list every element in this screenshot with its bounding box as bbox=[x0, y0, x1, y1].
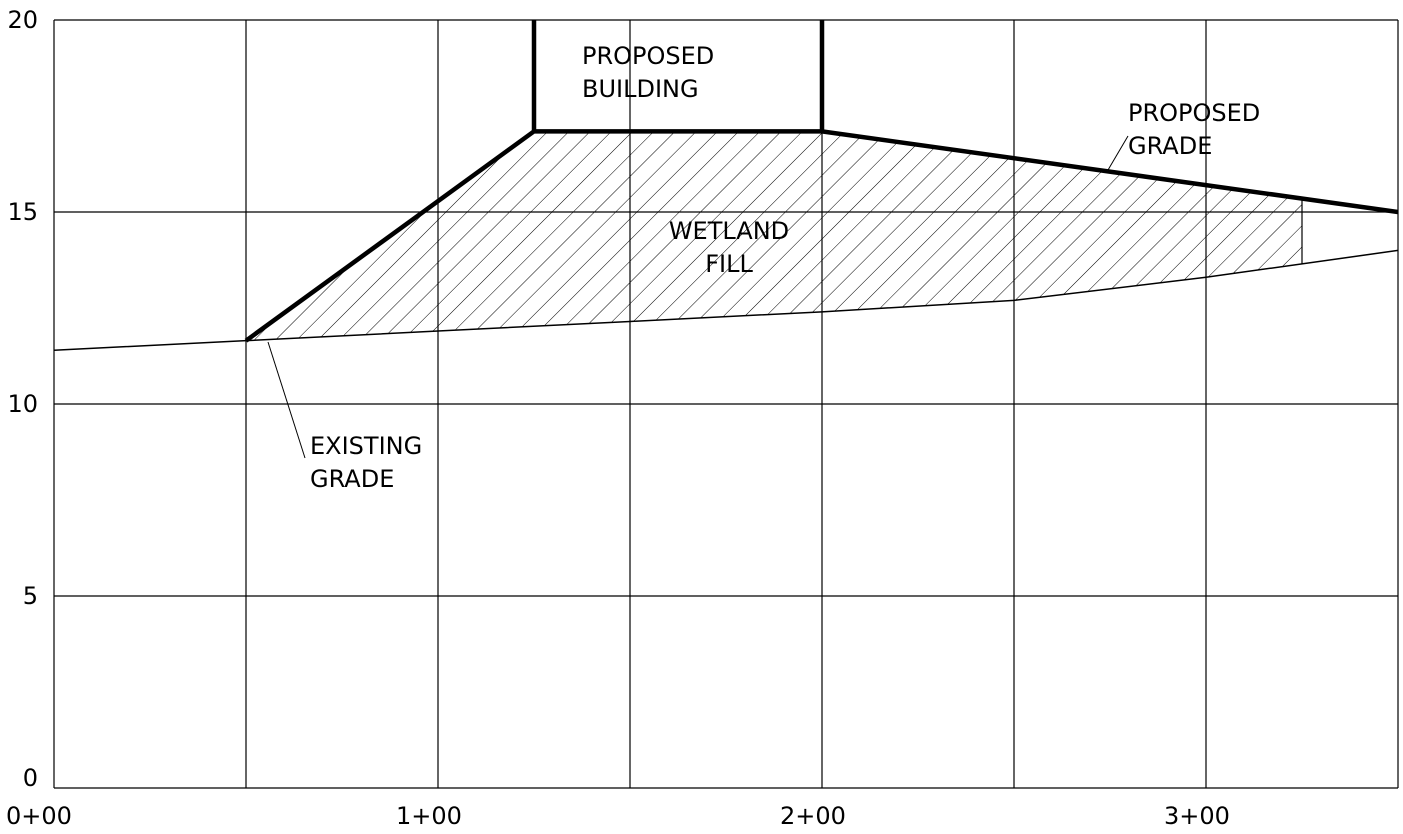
x-tick-label: 0+00 bbox=[6, 802, 72, 830]
existing-grade-line bbox=[53, 249, 1399, 351]
proposed-building-label: PROPOSED BUILDING bbox=[582, 42, 714, 103]
y-tick-label: 20 bbox=[7, 6, 38, 34]
wetland-fill-label: WETLAND FILL bbox=[669, 217, 789, 278]
wetland-fill-label-line: FILL bbox=[705, 250, 753, 278]
existing-grade-label-line: GRADE bbox=[310, 465, 394, 493]
grade-lines bbox=[53, 20, 1399, 351]
y-tick-label: 0 bbox=[23, 764, 38, 792]
y-tick-label: 15 bbox=[7, 198, 38, 226]
proposed-grade-label-line: GRADE bbox=[1128, 132, 1212, 160]
x-tick-label: 1+00 bbox=[396, 802, 462, 830]
proposed-building-label-line: BUILDING bbox=[582, 75, 699, 103]
proposed-building-label-line: PROPOSED bbox=[582, 42, 714, 70]
y-tick-label: 5 bbox=[23, 582, 38, 610]
grid bbox=[53, 19, 1399, 789]
fill-layer bbox=[246, 131, 1303, 341]
axis-tick-labels: 0 5 10 15 20 0+00 1+00 2+00 3+00 bbox=[6, 6, 1230, 830]
existing-grade-label: EXISTING GRADE bbox=[310, 432, 422, 493]
proposed-grade-line bbox=[244, 129, 1399, 343]
proposed-grade-label: PROPOSED GRADE bbox=[1128, 99, 1260, 160]
annotations: PROPOSED BUILDING WETLAND FILL PROPOSED GRADE… bbox=[267, 42, 1260, 493]
wetland-fill-label-line: WETLAND bbox=[669, 217, 789, 245]
wetland-fill-area bbox=[246, 131, 1302, 341]
existing-grade-label-line: EXISTING bbox=[310, 432, 422, 460]
x-tick-label: 3+00 bbox=[1164, 802, 1230, 830]
y-tick-label: 10 bbox=[7, 390, 38, 418]
proposed-grade-label-line: PROPOSED bbox=[1128, 99, 1260, 127]
x-tick-label: 2+00 bbox=[780, 802, 846, 830]
proposed-grade-leader bbox=[1107, 135, 1129, 171]
existing-grade-leader bbox=[267, 341, 306, 459]
